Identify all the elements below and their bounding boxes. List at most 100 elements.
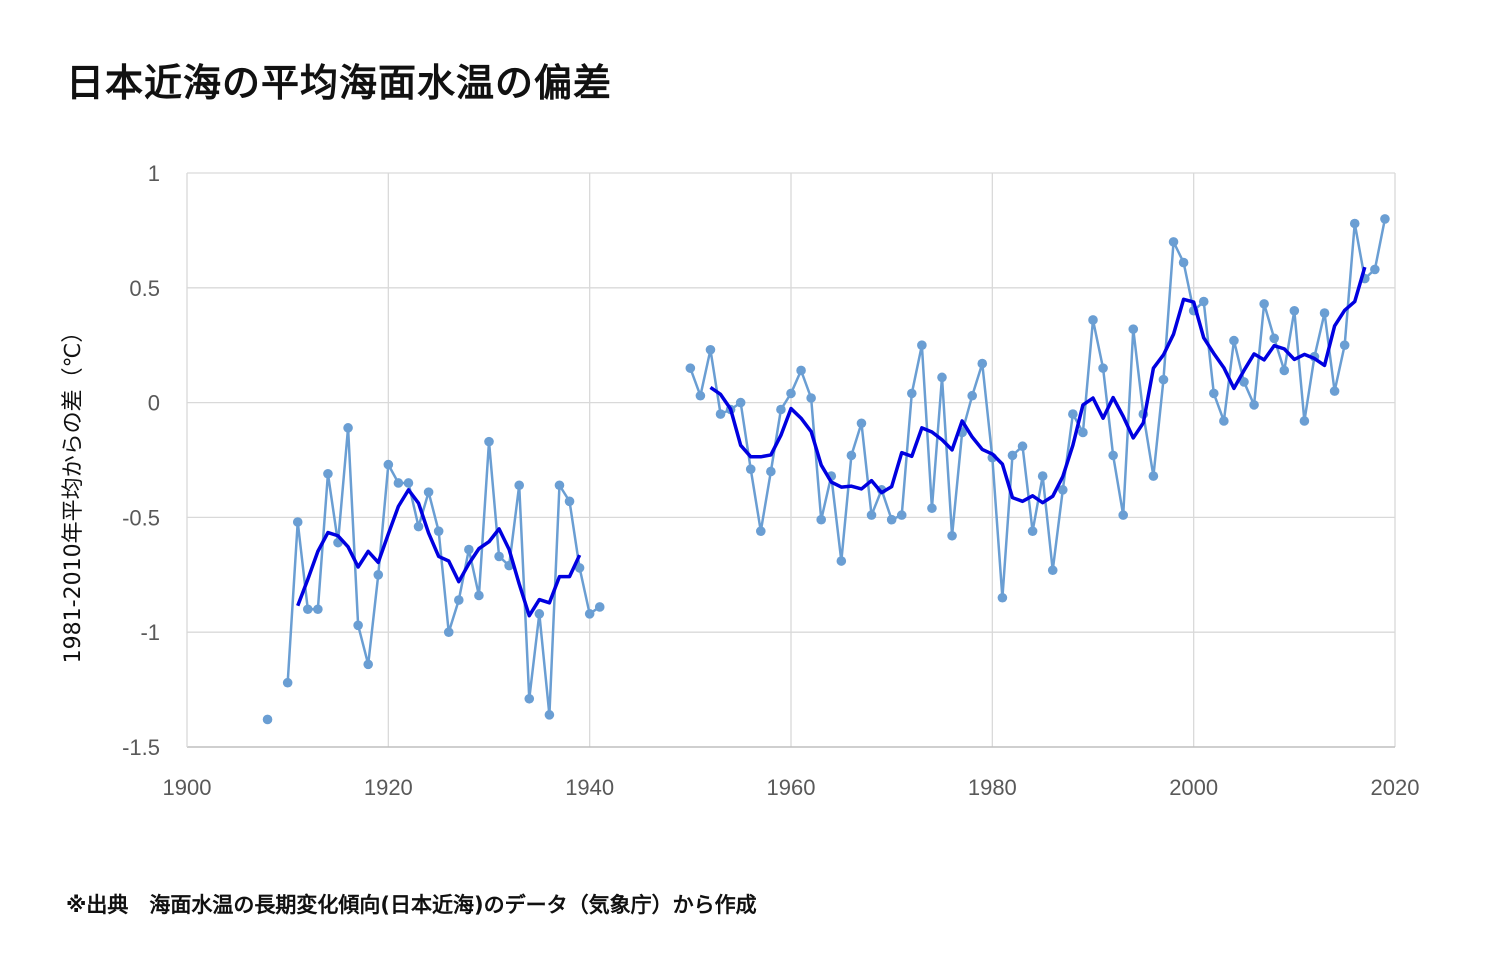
- data-point-1940: [584, 609, 595, 619]
- data-point-1991: [1098, 363, 1108, 373]
- data-point-2005: [1239, 377, 1249, 387]
- source-note: ※出典 海面水温の長期変化傾向(日本近海)のデータ（気象庁）から作成: [66, 893, 757, 917]
- data-point-1978: [967, 390, 977, 401]
- data-point-2008: [1269, 333, 1279, 344]
- data-point-1953: [715, 409, 726, 419]
- data-point-1993: [1118, 510, 1128, 520]
- data-point-1955: [735, 397, 746, 408]
- moving-average-series: [296, 266, 1367, 618]
- data-point-1938: [564, 496, 575, 507]
- data-point-1982: [1007, 450, 1018, 461]
- data-point-1913: [313, 604, 323, 615]
- data-point-1912: [303, 604, 313, 615]
- annual-series: [262, 214, 1390, 725]
- data-point-1971: [896, 510, 907, 520]
- y-axis-label: 1981-2010年平均からの差（℃）: [61, 321, 86, 664]
- data-point-1916: [343, 423, 353, 433]
- data-point-1976: [947, 530, 957, 541]
- x-tick-label: 2000: [1169, 775, 1218, 800]
- data-point-1990: [1088, 315, 1098, 325]
- data-point-1960: [786, 388, 796, 399]
- data-point-1924: [423, 487, 434, 497]
- moving-average-line: [296, 488, 582, 618]
- data-point-2004: [1229, 335, 1239, 346]
- data-point-1972: [907, 388, 917, 399]
- x-tick-label: 1980: [968, 775, 1017, 800]
- data-point-2010: [1289, 305, 1300, 316]
- x-tick-label: 1920: [364, 775, 413, 800]
- data-point-1910: [282, 677, 293, 688]
- data-point-2001: [1198, 296, 1209, 307]
- data-point-1987: [1058, 485, 1068, 495]
- data-point-1965: [836, 556, 847, 566]
- data-point-2019: [1380, 214, 1390, 224]
- data-point-1988: [1068, 409, 1078, 419]
- data-point-2007: [1259, 299, 1269, 309]
- annual-line-segment: [689, 218, 1387, 598]
- x-tick-label: 1900: [163, 775, 212, 800]
- data-point-1984: [1027, 526, 1038, 536]
- data-point-1979: [977, 358, 988, 369]
- data-point-1966: [846, 450, 857, 461]
- data-point-1921: [393, 478, 404, 488]
- data-point-1920: [383, 459, 394, 470]
- data-point-2009: [1279, 365, 1290, 376]
- data-point-1918: [363, 659, 374, 670]
- data-point-1985: [1037, 471, 1048, 481]
- data-point-1970: [886, 514, 897, 525]
- data-point-1936: [544, 710, 555, 720]
- data-point-1961: [796, 365, 806, 376]
- data-point-1968: [866, 510, 877, 520]
- data-point-1937: [554, 480, 565, 491]
- data-point-1963: [816, 514, 826, 525]
- data-point-1941: [594, 602, 605, 612]
- data-point-1957: [756, 526, 766, 536]
- x-tick-label: 2020: [1371, 775, 1420, 800]
- data-point-1917: [353, 620, 363, 631]
- data-point-1983: [1017, 441, 1028, 452]
- data-point-1981: [997, 592, 1008, 603]
- data-point-1998: [1168, 237, 1179, 247]
- data-point-1975: [937, 372, 947, 383]
- data-point-1996: [1148, 471, 1159, 481]
- axes: [186, 173, 1395, 748]
- data-point-2011: [1299, 416, 1310, 426]
- x-tick-labels: 1900 1920 1940 1960 1980 2000 2020: [163, 775, 1420, 800]
- data-point-1994: [1128, 324, 1139, 334]
- grid: [187, 172, 1396, 747]
- data-point-1992: [1108, 450, 1118, 461]
- data-point-1989: [1078, 427, 1088, 438]
- data-point-1952: [705, 344, 716, 355]
- data-point-1967: [856, 418, 867, 429]
- data-point-2018: [1370, 264, 1380, 275]
- data-point-2015: [1339, 340, 1350, 351]
- data-point-1925: [433, 526, 444, 536]
- x-tick-label: 1940: [565, 775, 614, 800]
- data-point-1951: [695, 390, 706, 401]
- y-tick-labels: 1 0.5 0 -0.5 -1 -1.5: [122, 161, 160, 760]
- data-point-1997: [1158, 374, 1169, 385]
- data-point-1922: [403, 478, 414, 488]
- data-point-1930: [484, 436, 494, 447]
- data-point-1923: [413, 521, 424, 532]
- data-point-1914: [323, 468, 333, 479]
- data-point-2014: [1329, 386, 1340, 396]
- data-point-1934: [524, 693, 535, 704]
- data-point-1929: [474, 590, 484, 601]
- y-tick-label: -1.5: [122, 735, 160, 760]
- data-point-1962: [806, 393, 816, 403]
- data-point-2013: [1319, 308, 1330, 318]
- data-point-2002: [1209, 388, 1219, 399]
- data-point-1908: [262, 714, 273, 725]
- x-tick-label: 1960: [767, 775, 816, 800]
- data-point-1999: [1178, 257, 1189, 268]
- data-point-1973: [917, 340, 927, 351]
- data-point-1933: [514, 480, 524, 491]
- data-point-1974: [927, 503, 937, 514]
- data-point-1958: [766, 466, 776, 477]
- data-point-1935: [534, 609, 545, 619]
- data-point-1931: [494, 551, 504, 562]
- data-point-1919: [373, 570, 384, 580]
- moving-average-line: [709, 266, 1367, 505]
